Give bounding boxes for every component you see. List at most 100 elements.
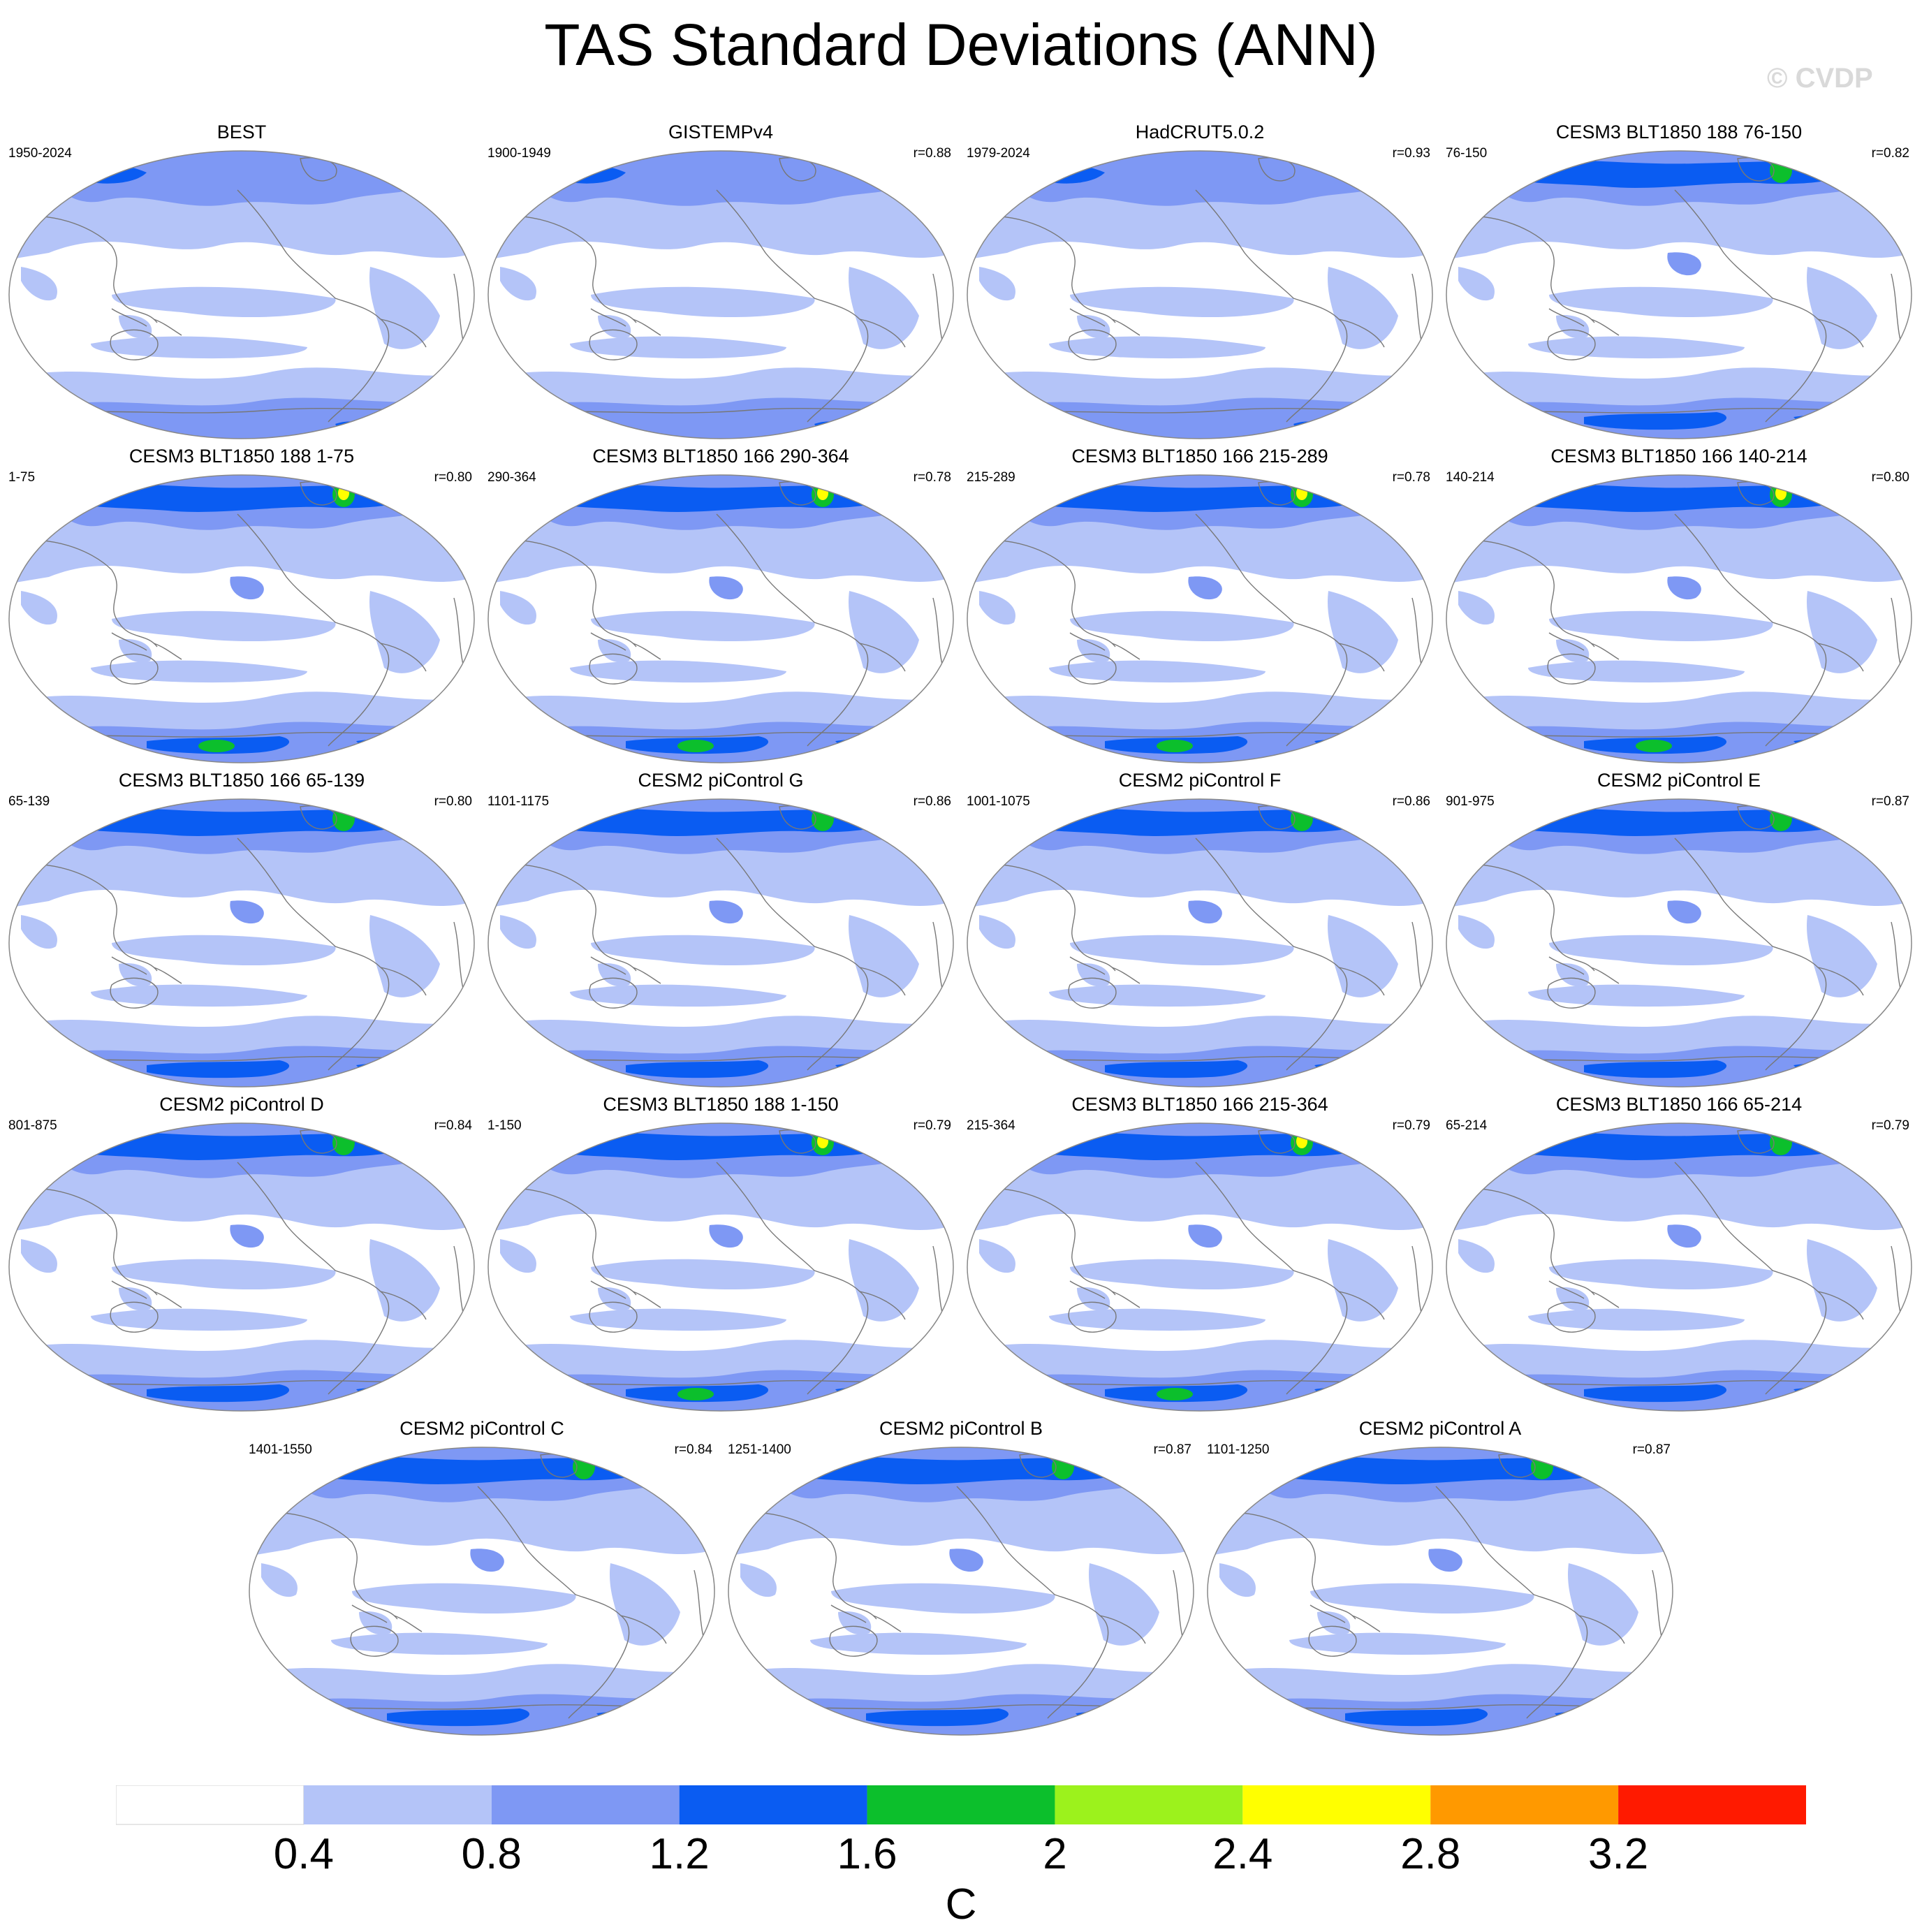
contour-level-4-spot <box>1770 1130 1792 1155</box>
figure-title: TAS Standard Deviations (ANN) <box>544 12 1378 78</box>
contour-level-1-region <box>570 1308 786 1331</box>
contour-level-3-region <box>1584 1060 1727 1078</box>
contour-level-1-region <box>1458 915 1495 949</box>
contour-level-1-region <box>1077 639 1110 663</box>
map-outline <box>967 798 1433 1088</box>
contour-level-1-region <box>570 336 786 359</box>
coastline <box>1674 1162 1773 1271</box>
panel-title: CESM3 BLT1850 188 1-150 <box>603 1094 839 1115</box>
coastline <box>1548 1280 1620 1308</box>
map-outline <box>1446 798 1912 1088</box>
contour-level-1-region <box>1077 1287 1110 1311</box>
contour-level-1-region <box>112 1259 336 1290</box>
contour-level-1-region <box>1070 610 1294 642</box>
panel-correlation: r=0.79 <box>913 1118 951 1133</box>
coastline <box>380 319 427 348</box>
contour-level-4-spot <box>1770 158 1792 183</box>
coastline <box>1338 1291 1385 1320</box>
contour-level-2-region <box>709 1224 743 1248</box>
coastline <box>351 1604 423 1632</box>
colorbar-segment <box>867 1785 1055 1824</box>
coastline <box>971 863 1116 972</box>
coastline <box>1286 622 1348 747</box>
coastline <box>237 513 336 623</box>
map-panel: CESM3 BLT1850 166 65-139 65-139 r=0.80 <box>7 768 476 1090</box>
coastline <box>110 977 159 1009</box>
contour-level-2-region <box>1428 1549 1462 1572</box>
coastline <box>971 539 1116 647</box>
coastline <box>492 215 637 323</box>
contour-level-1-region <box>598 639 631 663</box>
contour-level-1-region <box>1049 984 1266 1007</box>
contour-level-2-region <box>709 576 743 600</box>
coastline <box>807 1270 869 1395</box>
coastline <box>13 863 158 972</box>
coastline <box>254 1512 398 1620</box>
panel-correlation: r=0.86 <box>913 794 951 809</box>
map-outline <box>1446 474 1912 763</box>
contour-level-1-region <box>1556 639 1590 663</box>
contour-level-4-spot <box>1291 806 1313 831</box>
contour-level-1-region <box>1049 660 1266 683</box>
contour-level-1-region <box>570 660 786 683</box>
world-map <box>8 150 475 439</box>
contour-level-1-region <box>979 591 1015 625</box>
panel-title: BEST <box>217 122 267 142</box>
contour-level-1-region <box>21 915 57 949</box>
coastline <box>590 956 661 984</box>
contour-level-1-region <box>1458 267 1495 301</box>
colorbar <box>116 1785 1806 1825</box>
contour-level-1-region <box>119 963 152 987</box>
panel-correlation: r=0.84 <box>674 1442 712 1457</box>
coastline <box>1308 1625 1357 1657</box>
contour-level-1-region <box>112 610 336 642</box>
contour-level-4-spot <box>788 1456 825 1472</box>
contour-level-4-spot <box>1636 740 1672 752</box>
panel-title: CESM2 piControl E <box>1597 770 1761 791</box>
coastline <box>380 1291 427 1320</box>
panel-correlation: r=0.80 <box>1871 470 1909 485</box>
coastline <box>1547 653 1596 685</box>
contour-level-1-region <box>359 1611 393 1635</box>
panel-correlation: r=0.86 <box>1392 794 1430 809</box>
panel-correlation: r=0.87 <box>1871 794 1909 809</box>
contour-level-3-region <box>63 807 419 836</box>
coastline <box>1817 967 1864 996</box>
colorbar-segment <box>679 1785 867 1824</box>
panel-years: 76-150 <box>1446 146 1488 161</box>
contour-level-3-region <box>63 1132 419 1160</box>
panel-years: 1950-2024 <box>8 146 72 161</box>
panel-years: 1101-1250 <box>1207 1442 1270 1457</box>
coastline <box>1674 513 1773 623</box>
panel-years: 1101-1175 <box>487 794 550 809</box>
world-map <box>967 150 1433 439</box>
world-map <box>8 474 475 763</box>
contour-level-3-region <box>542 1132 898 1160</box>
contour-level-1-region <box>500 267 536 301</box>
coastline <box>589 329 638 360</box>
contour-level-3-region <box>147 1384 290 1403</box>
coastline <box>716 837 815 947</box>
panel-correlation: r=0.82 <box>1871 146 1909 161</box>
contour-level-4-spot <box>1506 483 1543 500</box>
panel-correlation: r=0.87 <box>1632 1442 1671 1457</box>
contour-level-4-spot <box>198 740 235 752</box>
contour-level-1-region <box>979 1239 1015 1273</box>
map-outline <box>249 1447 715 1736</box>
coastline <box>1765 298 1827 423</box>
contour-level-4-spot <box>1506 807 1543 824</box>
coastline <box>328 622 390 747</box>
map-outline <box>967 150 1433 439</box>
coastline <box>859 1291 906 1320</box>
contour-level-4-spot <box>812 806 834 831</box>
map-panel: CESM3 BLT1850 188 76-150 76-150 r=0.82 <box>1444 120 1914 441</box>
coastline <box>110 1301 159 1333</box>
coastline <box>1068 1301 1117 1333</box>
contour-level-1-region <box>838 1611 872 1635</box>
contour-level-3-region <box>1584 412 1727 430</box>
coastline <box>111 632 182 660</box>
contour-level-3-region <box>1345 1708 1488 1727</box>
coastline <box>1526 1594 1588 1719</box>
contour-level-1-region <box>91 660 307 683</box>
panel-title: GISTEMPv4 <box>668 122 774 142</box>
